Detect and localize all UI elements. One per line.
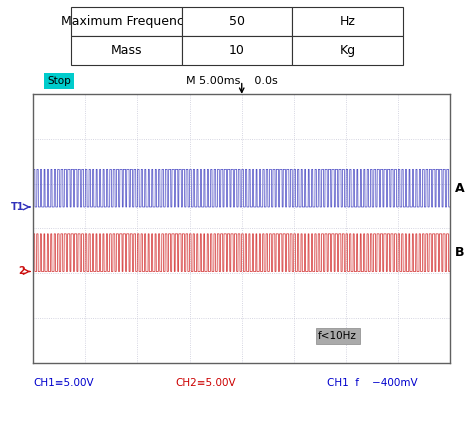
Text: f<10Hz: f<10Hz	[318, 331, 357, 341]
Text: T1: T1	[11, 202, 25, 212]
Text: B: B	[456, 246, 465, 259]
Text: CH2≡5.00V: CH2≡5.00V	[175, 378, 236, 388]
Text: A: A	[456, 181, 465, 195]
Text: 2: 2	[18, 267, 25, 276]
Text: CH1  f    −400mV: CH1 f −400mV	[327, 378, 418, 388]
Text: M 5.00ms    0.0s: M 5.00ms 0.0s	[186, 76, 278, 86]
Text: CH1≡5.00V: CH1≡5.00V	[33, 378, 94, 388]
Text: Stop: Stop	[47, 76, 71, 86]
